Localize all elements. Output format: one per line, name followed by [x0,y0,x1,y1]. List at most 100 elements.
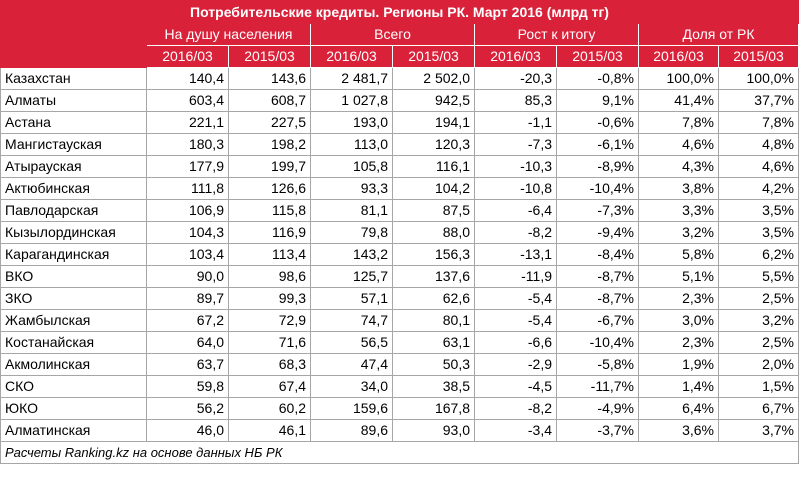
value-cell: 3,6% [638,419,719,442]
region-name-cell: Карагандинская [0,243,147,266]
value-cell: -4,9% [556,397,639,420]
value-cell: 2,5% [718,331,799,354]
value-cell: 143,6 [228,67,311,90]
value-cell: 98,6 [228,265,311,288]
data-table-container: Потребительские кредиты. Регионы РК. Мар… [0,0,799,464]
year-header: 2015/03 [556,45,639,68]
value-cell: 80,1 [392,309,475,332]
value-cell: 106,9 [146,199,229,222]
value-cell: 71,6 [228,331,311,354]
value-cell: 120,3 [392,133,475,156]
value-cell: 50,3 [392,353,475,376]
value-cell: 6,4% [638,397,719,420]
value-cell: 198,2 [228,133,311,156]
value-cell: 2,5% [718,287,799,310]
value-cell: 60,2 [228,397,311,420]
value-cell: -1,1 [474,111,557,134]
region-name-cell: Мангистауская [0,133,147,156]
value-cell: 177,9 [146,155,229,178]
value-cell: 113,4 [228,243,311,266]
value-cell: 68,3 [228,353,311,376]
value-cell: -6,7% [556,309,639,332]
value-cell: 100,0% [638,67,719,90]
group-header-growth: Рост к итогу [474,23,639,46]
value-cell: 90,0 [146,265,229,288]
value-cell: -9,4% [556,221,639,244]
value-cell: 99,3 [228,287,311,310]
value-cell: -11,9 [474,265,557,288]
year-header: 2015/03 [392,45,475,68]
table-row: Алматинская 46,0 46,1 89,6 93,0 -3,4 -3,7% 3,6%… [0,419,799,442]
value-cell: 81,1 [310,199,393,222]
table-row: Акмолинская 63,7 68,3 47,4 50,3 -2,9 -5,8% 1,9%… [0,353,799,376]
value-cell: 46,1 [228,419,311,442]
value-cell: -8,9% [556,155,639,178]
region-name-cell: Астана [0,111,147,134]
value-cell: 63,1 [392,331,475,354]
value-cell: 2,3% [638,287,719,310]
table-row: Павлодарская 106,9 115,8 81,1 87,5 -6,4 -7,3% 3… [0,199,799,222]
table-row: Костанайская 64,0 71,6 56,5 63,1 -6,6 -10,4% 2,… [0,331,799,354]
value-cell: 3,2% [638,221,719,244]
region-name-cell: Алматинская [0,419,147,442]
table-row: ЮКО 56,2 60,2 159,6 167,8 -8,2 -4,9% 6,4% 6,7% [0,397,799,420]
title-row: Потребительские кредиты. Регионы РК. Мар… [0,0,799,24]
table-row: Казахстан 140,4 143,6 2 481,7 2 502,0 -20,3 -0… [0,67,799,90]
credits-table: Потребительские кредиты. Регионы РК. Мар… [0,0,799,464]
value-cell: -8,4% [556,243,639,266]
year-header: 2015/03 [718,45,799,68]
value-cell: 6,7% [718,397,799,420]
value-cell: 56,5 [310,331,393,354]
value-cell: 137,6 [392,265,475,288]
value-cell: 5,5% [718,265,799,288]
value-cell: 105,8 [310,155,393,178]
value-cell: 6,2% [718,243,799,266]
value-cell: 62,6 [392,287,475,310]
value-cell: -3,4 [474,419,557,442]
value-cell: -7,3% [556,199,639,222]
value-cell: 3,8% [638,177,719,200]
value-cell: 57,1 [310,287,393,310]
value-cell: 1,4% [638,375,719,398]
region-name-cell: Павлодарская [0,199,147,222]
value-cell: 46,0 [146,419,229,442]
value-cell: 1,9% [638,353,719,376]
value-cell: 2 502,0 [392,67,475,90]
value-cell: 156,3 [392,243,475,266]
value-cell: 199,7 [228,155,311,178]
value-cell: 7,8% [718,111,799,134]
value-cell: 111,8 [146,177,229,200]
value-cell: 103,4 [146,243,229,266]
value-cell: -0,6% [556,111,639,134]
value-cell: -8,7% [556,287,639,310]
value-cell: -0,8% [556,67,639,90]
region-name-cell: Костанайская [0,331,147,354]
value-cell: 2,3% [638,331,719,354]
value-cell: -8,2 [474,221,557,244]
value-cell: 1,5% [718,375,799,398]
corner-cell [0,23,147,68]
value-cell: 100,0% [718,67,799,90]
value-cell: 180,3 [146,133,229,156]
year-header: 2016/03 [474,45,557,68]
table-row: ВКО 90,0 98,6 125,7 137,6 -11,9 -8,7% 5,1% 5,5% [0,265,799,288]
value-cell: 193,0 [310,111,393,134]
value-cell: -6,1% [556,133,639,156]
value-cell: 3,3% [638,199,719,222]
source-note: Расчеты Ranking.kz на основе данных НБ Р… [0,441,799,464]
value-cell: 3,7% [718,419,799,442]
value-cell: 7,8% [638,111,719,134]
year-header: 2015/03 [228,45,311,68]
value-cell: 38,5 [392,375,475,398]
value-cell: 104,2 [392,177,475,200]
value-cell: 59,8 [146,375,229,398]
value-cell: -10,4% [556,331,639,354]
value-cell: 159,6 [310,397,393,420]
value-cell: 116,1 [392,155,475,178]
value-cell: 113,0 [310,133,393,156]
value-cell: 942,5 [392,89,475,112]
value-cell: 116,9 [228,221,311,244]
value-cell: 5,1% [638,265,719,288]
value-cell: -10,3 [474,155,557,178]
year-header: 2016/03 [638,45,719,68]
